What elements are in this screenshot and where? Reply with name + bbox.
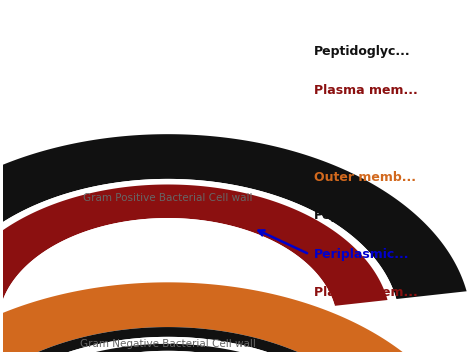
- Polygon shape: [0, 282, 466, 355]
- Polygon shape: [0, 327, 396, 355]
- Polygon shape: [0, 185, 388, 306]
- Polygon shape: [0, 337, 381, 355]
- Text: Plasma mem...: Plasma mem...: [314, 84, 418, 97]
- Text: Peptidoglyc...: Peptidoglyc...: [314, 45, 411, 58]
- Text: Plasma mem...: Plasma mem...: [314, 286, 418, 299]
- Text: Gram Positive Bacterial Cell wall: Gram Positive Bacterial Cell wall: [83, 193, 253, 203]
- Text: Peptidoglyc...: Peptidoglyc...: [314, 209, 411, 223]
- Polygon shape: [0, 179, 396, 300]
- Polygon shape: [0, 134, 466, 299]
- Text: Gram Negative Bacterial Cell wall: Gram Negative Bacterial Cell wall: [80, 339, 256, 349]
- Polygon shape: [0, 344, 370, 355]
- Text: Outer memb...: Outer memb...: [314, 171, 416, 184]
- Text: Periplasmic...: Periplasmic...: [314, 248, 410, 261]
- Polygon shape: [1, 218, 335, 307]
- Polygon shape: [0, 351, 359, 355]
